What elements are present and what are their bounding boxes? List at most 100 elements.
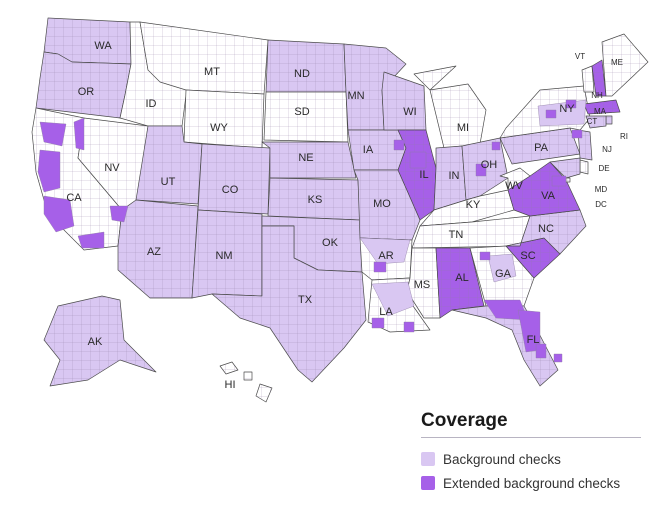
legend-label-background: Background checks xyxy=(443,451,561,467)
county-lines-va xyxy=(508,162,580,216)
county-lines-nm xyxy=(192,210,262,298)
county-patch-26 xyxy=(553,353,563,363)
state-label-md: MD xyxy=(595,185,608,194)
county-lines-wv xyxy=(500,168,530,190)
state-label-wa: WA xyxy=(94,40,112,52)
county-lines-mi xyxy=(414,66,486,148)
county-lines-ri xyxy=(606,116,612,124)
state-label-tx: TX xyxy=(298,294,313,306)
county-lines-al xyxy=(436,248,484,318)
state-label-oh: OH xyxy=(481,159,498,171)
county-patch-3 xyxy=(43,195,75,233)
county-patch-21 xyxy=(491,141,501,151)
county-lines-pa xyxy=(500,128,580,164)
county-lines-ct xyxy=(586,116,606,128)
state-label-id: ID xyxy=(146,98,157,110)
county-lines-de xyxy=(580,160,588,174)
county-lines-mo xyxy=(354,170,420,240)
county-lines-wy xyxy=(184,90,264,148)
county-patch-25 xyxy=(535,343,547,359)
state-label-co: CO xyxy=(222,184,239,196)
state-label-sd: SD xyxy=(294,106,309,118)
county-lines-nh xyxy=(592,60,606,96)
state-label-ri: RI xyxy=(620,132,628,141)
state-label-ms: MS xyxy=(414,279,431,291)
county-patch-17 xyxy=(545,109,557,119)
county-lines-me xyxy=(602,34,648,96)
state-label-pa: PA xyxy=(534,142,549,154)
state-label-ma: MA xyxy=(594,107,607,116)
state-label-ia: IA xyxy=(363,144,374,156)
state-label-wy: WY xyxy=(210,122,228,134)
county-lines-co xyxy=(198,144,270,214)
county-patch-4 xyxy=(77,231,105,249)
county-patch-12 xyxy=(487,253,517,283)
county-lines-tn xyxy=(412,216,530,248)
state-label-az: AZ xyxy=(147,246,161,258)
state-label-nj: NJ xyxy=(602,145,612,154)
county-lines-ut xyxy=(136,126,202,204)
state-label-sc: SC xyxy=(520,250,535,262)
county-lines-ms xyxy=(406,248,440,318)
state-label-ne: NE xyxy=(298,152,313,164)
state-label-ky: KY xyxy=(466,199,481,211)
county-lines-nd xyxy=(266,40,346,92)
county-lines-ma xyxy=(584,100,620,114)
state-label-hi: HI xyxy=(225,379,236,391)
county-patch-2 xyxy=(37,149,61,193)
state-label-or: OR xyxy=(78,86,95,98)
county-patch-19 xyxy=(571,129,583,139)
state-label-wi: WI xyxy=(403,106,416,118)
county-patch-15 xyxy=(479,251,491,261)
county-patch-10 xyxy=(371,317,385,329)
state-label-ks: KS xyxy=(308,194,323,206)
state-label-mo: MO xyxy=(373,198,391,210)
states-layer xyxy=(31,17,649,403)
state-label-tn: TN xyxy=(449,229,464,241)
state-label-nv: NV xyxy=(104,162,120,174)
state-label-dc: DC xyxy=(595,200,607,209)
legend-title: Coverage xyxy=(421,410,641,438)
county-patch-20 xyxy=(475,163,487,177)
county-lines-az xyxy=(118,200,198,298)
county-lines-or xyxy=(36,52,131,118)
state-label-mt: MT xyxy=(204,66,220,78)
county-patch-5 xyxy=(73,117,85,151)
county-lines-wi xyxy=(382,72,426,130)
legend-swatch-extended xyxy=(421,476,435,490)
legend: Coverage Background checks Extended back… xyxy=(421,410,641,495)
county-lines-ia xyxy=(348,130,406,170)
county-patch-8 xyxy=(371,281,415,317)
county-lines-vt xyxy=(582,66,594,92)
state-label-ga: GA xyxy=(495,268,512,280)
county-patch-18 xyxy=(565,99,577,109)
county-patch-11 xyxy=(403,321,415,333)
state-label-ca: CA xyxy=(66,192,82,204)
county-patch-23 xyxy=(551,175,567,187)
state-label-nh: NH xyxy=(591,91,603,100)
county-lines-ks xyxy=(268,178,360,220)
county-lines-nv xyxy=(78,118,148,218)
county-lines-wa xyxy=(44,18,131,64)
legend-item-background: Background checks xyxy=(421,447,641,471)
state-label-ak: AK xyxy=(88,336,103,348)
state-label-de: DE xyxy=(598,164,609,173)
legend-label-extended: Extended background checks xyxy=(443,475,621,491)
county-lines-sc xyxy=(506,238,560,278)
state-label-al: AL xyxy=(455,272,468,284)
state-labels: WA OR CA NV ID MT WY UT CO AZ NM ND SD NE KS OK TX MN IA MO… xyxy=(66,40,628,391)
county-lines-hi xyxy=(220,362,272,402)
county-patch-6 xyxy=(109,205,129,223)
state-label-ct: CT xyxy=(587,117,598,126)
state-label-nc: NC xyxy=(538,223,554,235)
county-lines-mn xyxy=(344,44,406,130)
county-lines-md xyxy=(550,158,580,178)
state-label-in: IN xyxy=(449,170,460,182)
state-label-me: ME xyxy=(611,58,623,67)
state-label-mi: MI xyxy=(457,122,469,134)
state-label-il: IL xyxy=(419,169,428,181)
extended-county-overlays xyxy=(37,99,587,363)
county-patch-22 xyxy=(409,151,427,169)
legend-item-extended: Extended background checks xyxy=(421,471,641,495)
